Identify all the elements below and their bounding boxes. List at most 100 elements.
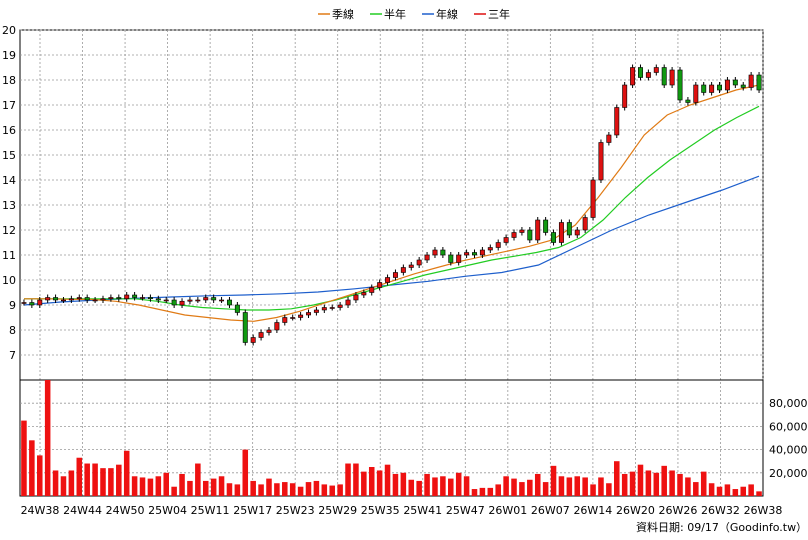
volume-bar	[44, 380, 51, 496]
volume-bar	[195, 463, 201, 496]
volume-bar	[60, 476, 67, 496]
volume-bar	[329, 485, 335, 496]
candle-body	[45, 297, 51, 301]
candle-body	[37, 299, 43, 306]
ma-quarter-line	[24, 84, 760, 322]
volume-bar	[748, 484, 754, 496]
candle-body	[551, 232, 557, 243]
candle-body	[756, 74, 762, 91]
candle-body	[574, 229, 580, 236]
candle-body	[740, 84, 746, 88]
candle-body	[456, 254, 462, 263]
legend-label: 季線	[332, 7, 354, 21]
candle-body	[329, 307, 335, 309]
volume-bar	[606, 483, 612, 496]
candle-body	[250, 337, 256, 343]
volume-bar	[353, 463, 359, 496]
volume-bar	[131, 476, 138, 496]
y-tick-label: 19	[2, 49, 16, 62]
volume-bar	[574, 476, 581, 496]
candle-body	[353, 294, 359, 301]
x-tick-label: 26W32	[701, 504, 740, 517]
candle-body	[274, 322, 280, 331]
volume-bar	[368, 467, 375, 496]
volume-bar	[210, 478, 217, 496]
candle-body	[408, 264, 414, 268]
volume-bar	[527, 479, 533, 496]
volume-bar	[274, 483, 280, 496]
volume-bar	[376, 470, 383, 496]
candle-body	[416, 259, 422, 266]
volume-bar	[495, 484, 501, 496]
candle-body	[147, 297, 153, 300]
candle-body	[124, 294, 130, 300]
candle-body	[630, 67, 636, 86]
volume-bar	[582, 477, 588, 496]
legend: 季線 半年 年線 三年	[318, 7, 510, 21]
volume-bar	[511, 478, 517, 496]
volume-bar	[36, 455, 43, 496]
volume-bar	[653, 472, 660, 496]
y-tick-label: 10	[2, 274, 16, 287]
x-tick-label: 25W17	[233, 504, 272, 517]
x-tick-label: 26W38	[744, 504, 783, 517]
candle-body	[100, 298, 106, 301]
candle-body	[535, 219, 541, 241]
volume-bar	[487, 487, 494, 496]
volume-bar	[645, 470, 652, 496]
candle-body	[748, 74, 754, 88]
volume-bar	[448, 478, 454, 496]
candle-body	[598, 142, 604, 181]
volume-bar	[52, 470, 59, 496]
price-grid: 7 8 9 10 11 12 13 14 15 16 17 18 19 20	[2, 24, 764, 496]
x-tick-label: 25W47	[446, 504, 485, 517]
candle-body	[361, 292, 367, 296]
footer-date: 資料日期: 09/17（Goodinfo.tw）	[636, 520, 807, 534]
volume-bar	[171, 486, 177, 496]
candle-body	[701, 84, 707, 93]
candle-body	[108, 297, 114, 300]
volume-bar	[416, 480, 422, 496]
candle-body	[479, 249, 485, 256]
volume-bar	[463, 476, 470, 496]
candle-body	[282, 317, 288, 323]
candle-body	[29, 302, 35, 306]
candle-body	[258, 332, 264, 338]
volume-bar	[155, 476, 162, 496]
candle-body	[519, 229, 525, 233]
volume-bar	[621, 473, 628, 496]
y-tick-label: 16	[2, 124, 16, 137]
candle-body	[203, 297, 209, 301]
candle-body	[226, 299, 232, 306]
candle-body	[732, 79, 738, 86]
volume-bar	[637, 464, 644, 496]
candle-body	[653, 67, 659, 73]
candle-body	[163, 299, 169, 302]
candle-body	[377, 282, 383, 288]
candle-body	[709, 84, 715, 93]
candle-body	[179, 300, 185, 306]
candle-body	[187, 299, 193, 302]
candle-body	[527, 229, 533, 241]
candle-body	[606, 134, 612, 143]
volume-bar	[629, 471, 636, 496]
candle-body	[724, 79, 730, 91]
price-plot-frame	[19, 29, 764, 381]
candle-body	[558, 222, 564, 243]
volume-bar	[163, 472, 169, 496]
volume-bar	[756, 491, 762, 496]
volume-tick-label: 20,000	[769, 467, 808, 480]
volume-bar	[108, 468, 114, 496]
candle-body	[313, 309, 319, 313]
candle-body	[211, 297, 217, 301]
candle-body	[614, 107, 620, 136]
candle-body	[400, 267, 406, 273]
candle-body	[345, 299, 351, 306]
candle-body	[495, 242, 501, 248]
x-tick-label: 24W44	[63, 504, 102, 517]
volume-bar	[250, 480, 256, 496]
x-tick-label: 26W20	[616, 504, 655, 517]
candle-body	[84, 297, 90, 301]
y-tick-label: 9	[9, 299, 16, 312]
